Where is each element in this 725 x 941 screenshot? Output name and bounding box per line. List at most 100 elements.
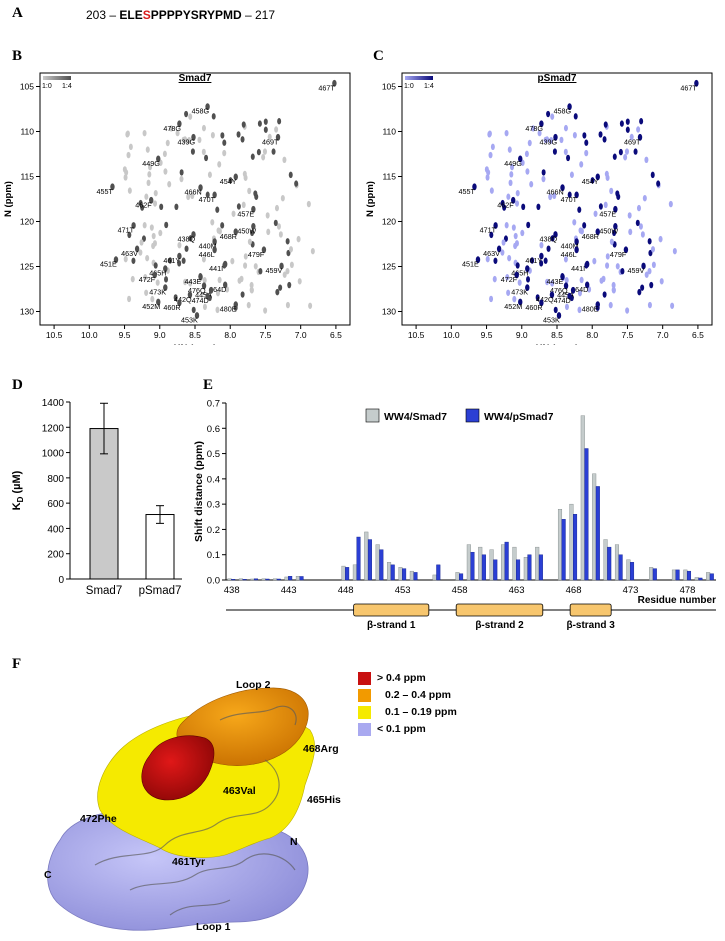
spectrum-title: Smad7 (179, 73, 212, 84)
nmr-peak-labeled (222, 281, 228, 289)
nmr-peak-labeled (177, 299, 182, 307)
shift-bar (561, 519, 566, 581)
nmr-peak (517, 279, 522, 286)
nmr-peak (611, 281, 616, 289)
nmr-peak (215, 289, 220, 297)
peak-label: 451E (462, 260, 479, 269)
nmr-peak (153, 189, 158, 197)
y-tick-label: 600 (47, 499, 64, 510)
peak-label: 476Q (550, 286, 568, 295)
nmr-peak (553, 306, 558, 314)
nmr-peak (126, 151, 131, 159)
nmr-peak-labeled (251, 205, 256, 213)
nmr-peak (507, 254, 512, 262)
label-loop2: Loop 2 (236, 679, 271, 691)
nmr-peak (242, 170, 247, 178)
peak-label: 441I (571, 264, 585, 273)
nmr-peak (548, 193, 553, 201)
legend-swatch (365, 408, 380, 423)
peak-label: 479F (248, 250, 265, 259)
shift-bar (683, 569, 688, 581)
x-tick-label: 8.5 (551, 330, 563, 340)
legend-swatch (358, 671, 371, 685)
nmr-peak-labeled (623, 246, 629, 254)
nmr-peak-labeled (560, 184, 565, 192)
nmr-peak (623, 154, 628, 161)
shift-color-legend: > 0.4 ppm 0.2 – 0.4 ppm 0.1 – 0.19 ppm < 0.… (358, 670, 457, 738)
nmr-peak (231, 210, 236, 217)
nmr-peak (296, 235, 301, 243)
peak-label: 455T (458, 187, 475, 196)
nmr-peak (179, 175, 184, 183)
nmr-peak-labeled (518, 298, 523, 306)
nmr-peak (271, 148, 276, 155)
panel-label-b: B (12, 48, 23, 64)
peak-label: 459V (266, 266, 283, 275)
shift-bar (352, 564, 357, 581)
nmr-peak (241, 121, 246, 128)
nmr-peak (592, 257, 597, 265)
x-tick-label: 473 (623, 585, 639, 596)
peak-label: 454Y (582, 177, 599, 186)
peak-label: 466N (185, 188, 202, 197)
nmr-peak (504, 129, 509, 137)
nmr-peak (247, 238, 252, 245)
y-tick-label: 0.4 (207, 474, 220, 485)
beta-strand (569, 603, 612, 617)
x-tick-label: 463 (509, 585, 525, 596)
y-tick-label: 400 (47, 524, 64, 535)
nmr-peak (552, 148, 557, 155)
nmr-peak (501, 239, 506, 246)
nmr-peak (237, 277, 242, 284)
peak-label: 463V (483, 249, 500, 258)
nmr-peak (620, 268, 625, 275)
nmr-peak (616, 193, 621, 200)
nmr-peak (487, 131, 492, 138)
shift-bar (364, 531, 369, 581)
nmr-peak (515, 200, 520, 207)
peak-label: 470T (561, 195, 578, 204)
nmr-peak-labeled (198, 184, 203, 192)
peak-label: 439G (177, 137, 195, 146)
x-tick-label: 453 (395, 585, 411, 596)
nmr-peak (599, 277, 604, 284)
nmr-peak (546, 110, 551, 118)
nmr-peak (529, 181, 534, 188)
shift-bar (626, 559, 631, 581)
x-tick-label: 6.5 (330, 330, 342, 340)
nmr-peak (201, 148, 206, 156)
nmr-peak (125, 131, 130, 138)
nmr-peak-labeled (131, 222, 136, 229)
nmr-peak (145, 146, 150, 153)
nmr-peak (658, 235, 663, 243)
x-tick-label: 478 (680, 585, 696, 596)
shift-bar (227, 578, 232, 581)
y-tick-label: 0.1 (207, 550, 220, 561)
peak-label: 452M (504, 302, 522, 311)
peak-label: 438Q (539, 235, 557, 244)
shift-bar (481, 554, 486, 581)
nmr-peak (520, 229, 525, 237)
nmr-peak (258, 268, 263, 275)
beta-strand-label: β-strand 2 (475, 620, 524, 631)
nmr-peak (536, 203, 541, 211)
nmr-peak (159, 203, 164, 211)
nmr-peak (247, 187, 252, 195)
nmr-peak (512, 295, 517, 303)
nmr-peak-labeled (514, 271, 519, 279)
peak-label: 442Q (174, 295, 192, 304)
legend-low: 1:0 (404, 83, 414, 90)
nmr-peak (127, 231, 132, 239)
x-tick-label: 7.0 (295, 330, 307, 340)
nmr-peak (569, 171, 574, 178)
ww4-surface-structure: Loop 2 468Arg 465His 463Val N 472Phe 461… (44, 679, 341, 933)
nmr-peak-labeled (595, 228, 600, 236)
nmr-peak (577, 289, 582, 297)
nmr-peak (256, 148, 261, 156)
shift-bar (675, 569, 680, 581)
x-tick-label: 7.5 (622, 330, 634, 340)
nmr-peak (267, 133, 272, 141)
y-tick-label: 130 (382, 307, 396, 317)
peak-label: 457E (237, 209, 254, 218)
nmr-peak (629, 133, 634, 141)
